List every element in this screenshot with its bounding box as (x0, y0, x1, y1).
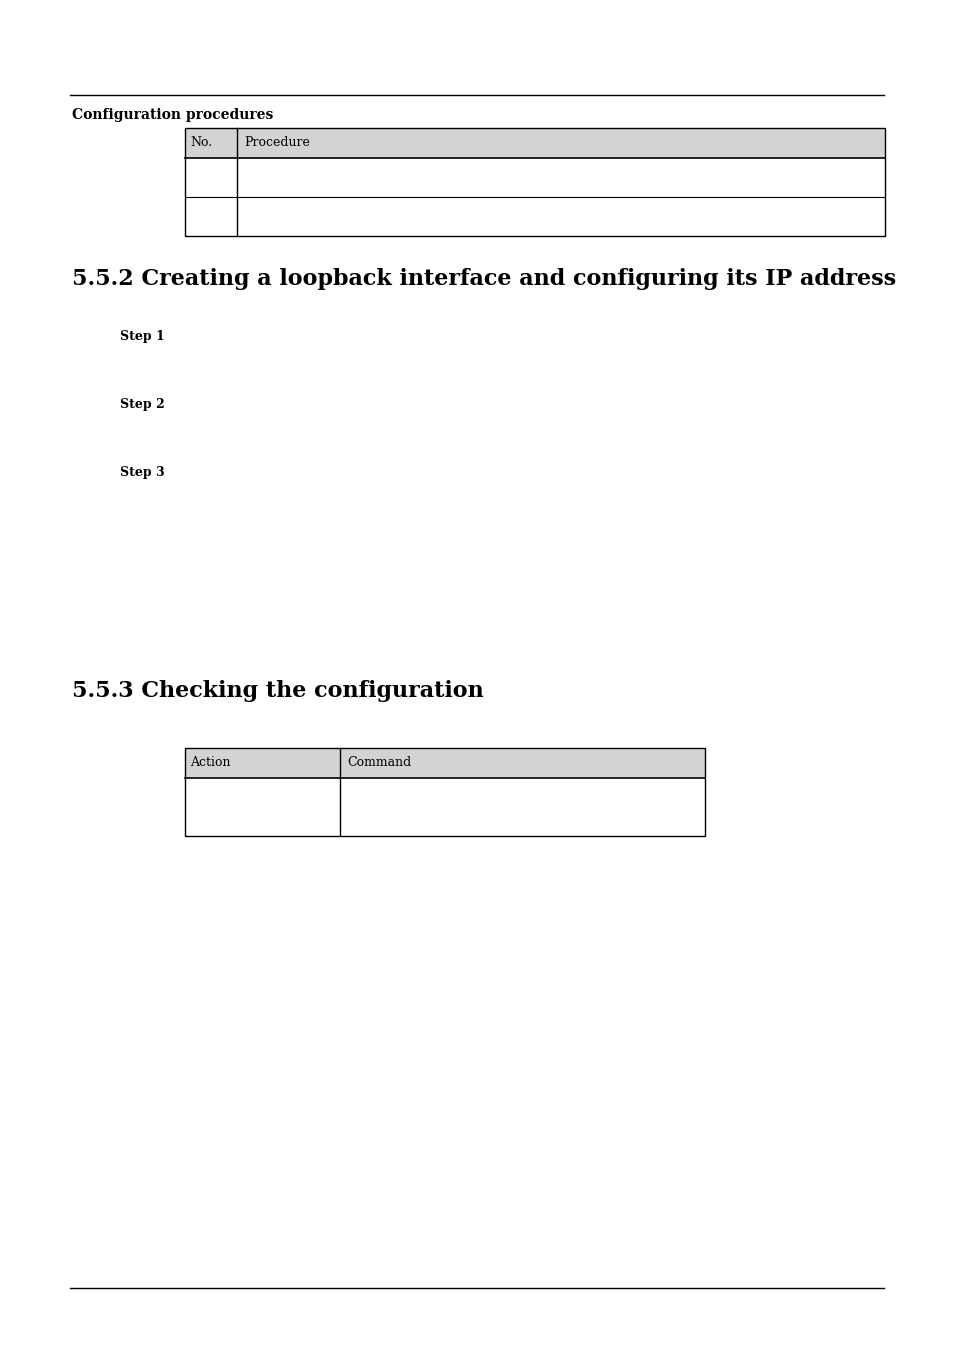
Text: 5.5.3 Checking the configuration: 5.5.3 Checking the configuration (71, 680, 483, 702)
Text: No.: No. (190, 136, 212, 150)
Text: Action: Action (190, 756, 231, 770)
Text: Step 3: Step 3 (120, 466, 165, 479)
Bar (185, 128, 884, 236)
Text: Step 1: Step 1 (120, 329, 165, 343)
Text: Procedure: Procedure (244, 136, 310, 150)
Text: Configuration procedures: Configuration procedures (71, 108, 274, 122)
Text: Command: Command (347, 756, 411, 770)
Bar (185, 748, 704, 836)
Text: Step 2: Step 2 (120, 398, 165, 410)
Bar (185, 128, 884, 158)
Text: 5.5.2 Creating a loopback interface and configuring its IP address: 5.5.2 Creating a loopback interface and … (71, 269, 895, 290)
Bar (185, 748, 704, 778)
